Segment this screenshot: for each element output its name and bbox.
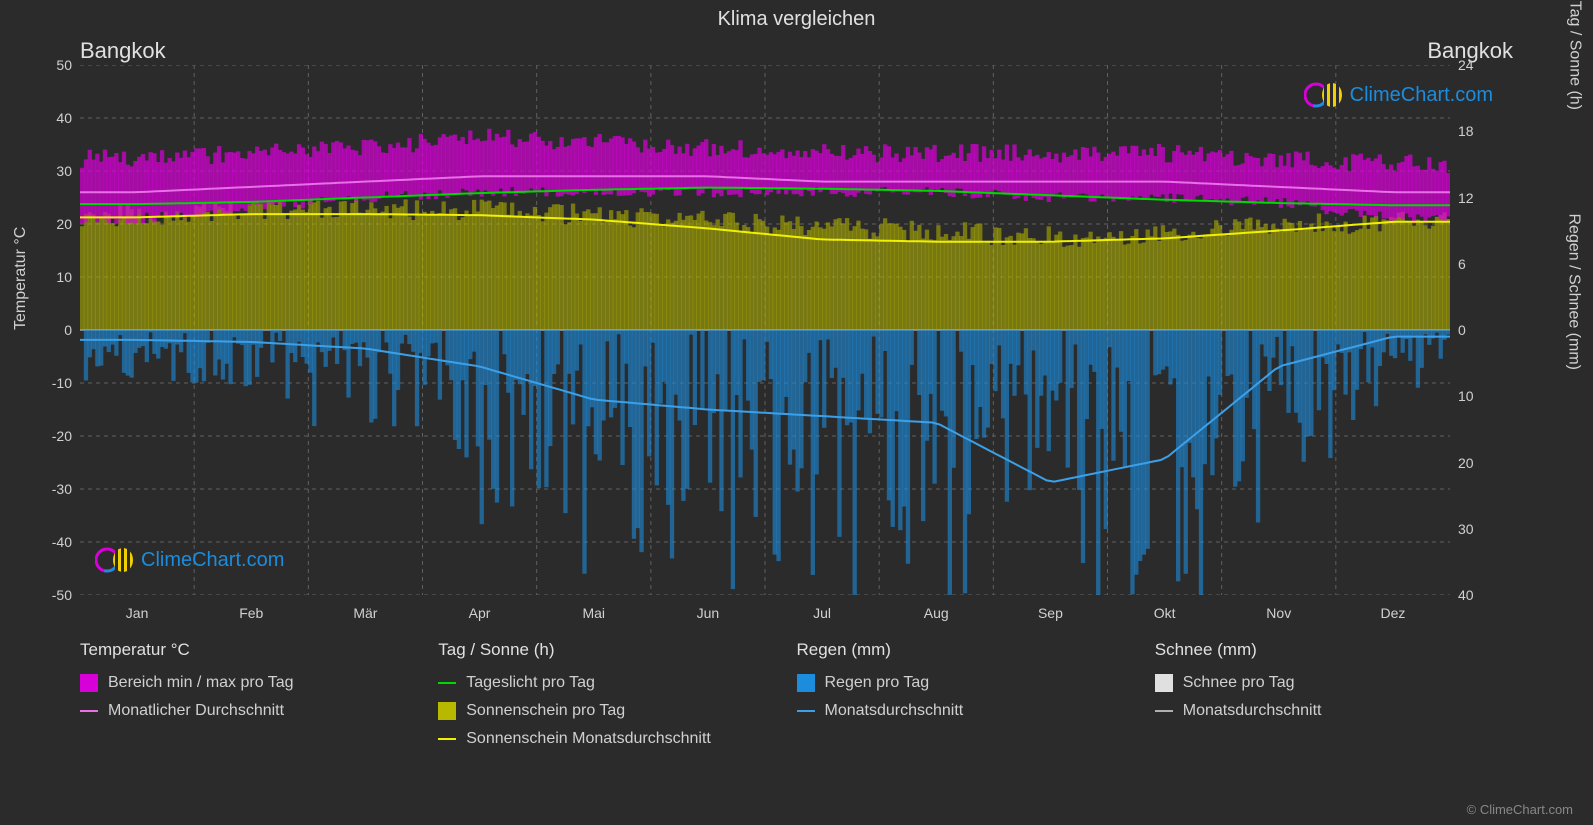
y-tick-right-bottom: 20: [1458, 455, 1474, 471]
legend-label: Tageslicht pro Tag: [466, 674, 595, 692]
y-tick-left: 10: [56, 269, 72, 285]
legend-label: Monatlicher Durchschnitt: [108, 702, 284, 720]
watermark-top-right: ClimeChart.com: [1304, 80, 1493, 110]
legend-item-snow-avg: Monatsdurchschnitt: [1155, 702, 1493, 720]
legend-item-temp-range: Bereich min / max pro Tag: [80, 674, 418, 692]
x-tick-month: Apr: [469, 605, 491, 621]
legend-item-daylight: Tageslicht pro Tag: [438, 674, 776, 692]
chart-title: Klima vergleichen: [0, 8, 1593, 31]
legend-col-sun: Tag / Sonne (h) Tageslicht pro Tag Sonne…: [438, 640, 796, 758]
legend-header: Tag / Sonne (h): [438, 640, 776, 660]
y-axis-right-label-bottom: Regen / Schnee (mm): [1565, 213, 1583, 370]
chart-svg: [80, 65, 1450, 595]
y-tick-right-bottom: 10: [1458, 388, 1474, 404]
y-tick-left: -20: [52, 428, 72, 444]
line-swatch-icon: [80, 710, 98, 712]
x-tick-month: Sep: [1038, 605, 1063, 621]
y-tick-left: -30: [52, 481, 72, 497]
legend-label: Regen pro Tag: [825, 674, 930, 692]
chart-container: Klima vergleichen Bangkok Bangkok Temper…: [0, 0, 1593, 825]
y-tick-left: 50: [56, 57, 72, 73]
legend-header: Temperatur °C: [80, 640, 418, 660]
y-axis-right-label-top: Tag / Sonne (h): [1565, 1, 1583, 110]
y-tick-right-top: 6: [1458, 256, 1466, 272]
legend-item-sunshine-bars: Sonnenschein pro Tag: [438, 702, 776, 720]
swatch-icon: [1155, 674, 1173, 692]
x-tick-month: Jan: [126, 605, 149, 621]
legend-label: Schnee pro Tag: [1183, 674, 1295, 692]
watermark-text: ClimeChart.com: [1350, 84, 1493, 107]
legend: Temperatur °C Bereich min / max pro Tag …: [80, 640, 1513, 758]
y-tick-left: 20: [56, 216, 72, 232]
x-tick-month: Feb: [239, 605, 263, 621]
legend-header: Regen (mm): [797, 640, 1135, 660]
y-tick-right-top: 0: [1458, 322, 1466, 338]
logo-icon: [95, 545, 135, 575]
x-tick-month: Aug: [924, 605, 949, 621]
x-tick-month: Jun: [697, 605, 720, 621]
x-tick-month: Mai: [582, 605, 605, 621]
y-tick-right-top: 18: [1458, 123, 1474, 139]
y-tick-right-bottom: 40: [1458, 587, 1474, 603]
y-tick-left: -50: [52, 587, 72, 603]
legend-col-rain: Regen (mm) Regen pro Tag Monatsdurchschn…: [797, 640, 1155, 758]
y-tick-right-bottom: 30: [1458, 521, 1474, 537]
y-tick-left: -10: [52, 375, 72, 391]
legend-item-rain-bars: Regen pro Tag: [797, 674, 1135, 692]
line-swatch-icon: [797, 710, 815, 712]
line-swatch-icon: [1155, 710, 1173, 712]
copyright-text: © ClimeChart.com: [1467, 802, 1573, 817]
legend-label: Sonnenschein pro Tag: [466, 702, 625, 720]
watermark-text: ClimeChart.com: [141, 549, 284, 572]
legend-item-sunshine-avg: Sonnenschein Monatsdurchschnitt: [438, 730, 776, 748]
line-swatch-icon: [438, 682, 456, 684]
y-tick-left: -40: [52, 534, 72, 550]
legend-item-temp-avg: Monatlicher Durchschnitt: [80, 702, 418, 720]
legend-label: Bereich min / max pro Tag: [108, 674, 294, 692]
plot-area: [80, 65, 1450, 595]
x-tick-month: Dez: [1380, 605, 1405, 621]
y-tick-left: 30: [56, 163, 72, 179]
y-tick-left: 0: [64, 322, 72, 338]
swatch-icon: [80, 674, 98, 692]
line-swatch-icon: [438, 738, 456, 740]
x-tick-month: Jul: [813, 605, 831, 621]
legend-header: Schnee (mm): [1155, 640, 1493, 660]
y-axis-left-label: Temperatur °C: [12, 227, 30, 330]
watermark-bottom-left: ClimeChart.com: [95, 545, 284, 575]
legend-label: Sonnenschein Monatsdurchschnitt: [466, 730, 711, 748]
legend-item-snow-bars: Schnee pro Tag: [1155, 674, 1493, 692]
swatch-icon: [797, 674, 815, 692]
y-tick-left: 40: [56, 110, 72, 126]
y-tick-right-top: 12: [1458, 190, 1474, 206]
legend-col-temperature: Temperatur °C Bereich min / max pro Tag …: [80, 640, 438, 758]
legend-label: Monatsdurchschnitt: [1183, 702, 1322, 720]
y-tick-right-top: 24: [1458, 57, 1474, 73]
x-tick-month: Mär: [353, 605, 377, 621]
legend-item-rain-avg: Monatsdurchschnitt: [797, 702, 1135, 720]
logo-icon: [1304, 80, 1344, 110]
swatch-icon: [438, 702, 456, 720]
legend-label: Monatsdurchschnitt: [825, 702, 964, 720]
x-tick-month: Okt: [1154, 605, 1176, 621]
legend-col-snow: Schnee (mm) Schnee pro Tag Monatsdurchsc…: [1155, 640, 1513, 758]
city-label-left: Bangkok: [80, 38, 166, 64]
x-tick-month: Nov: [1266, 605, 1291, 621]
